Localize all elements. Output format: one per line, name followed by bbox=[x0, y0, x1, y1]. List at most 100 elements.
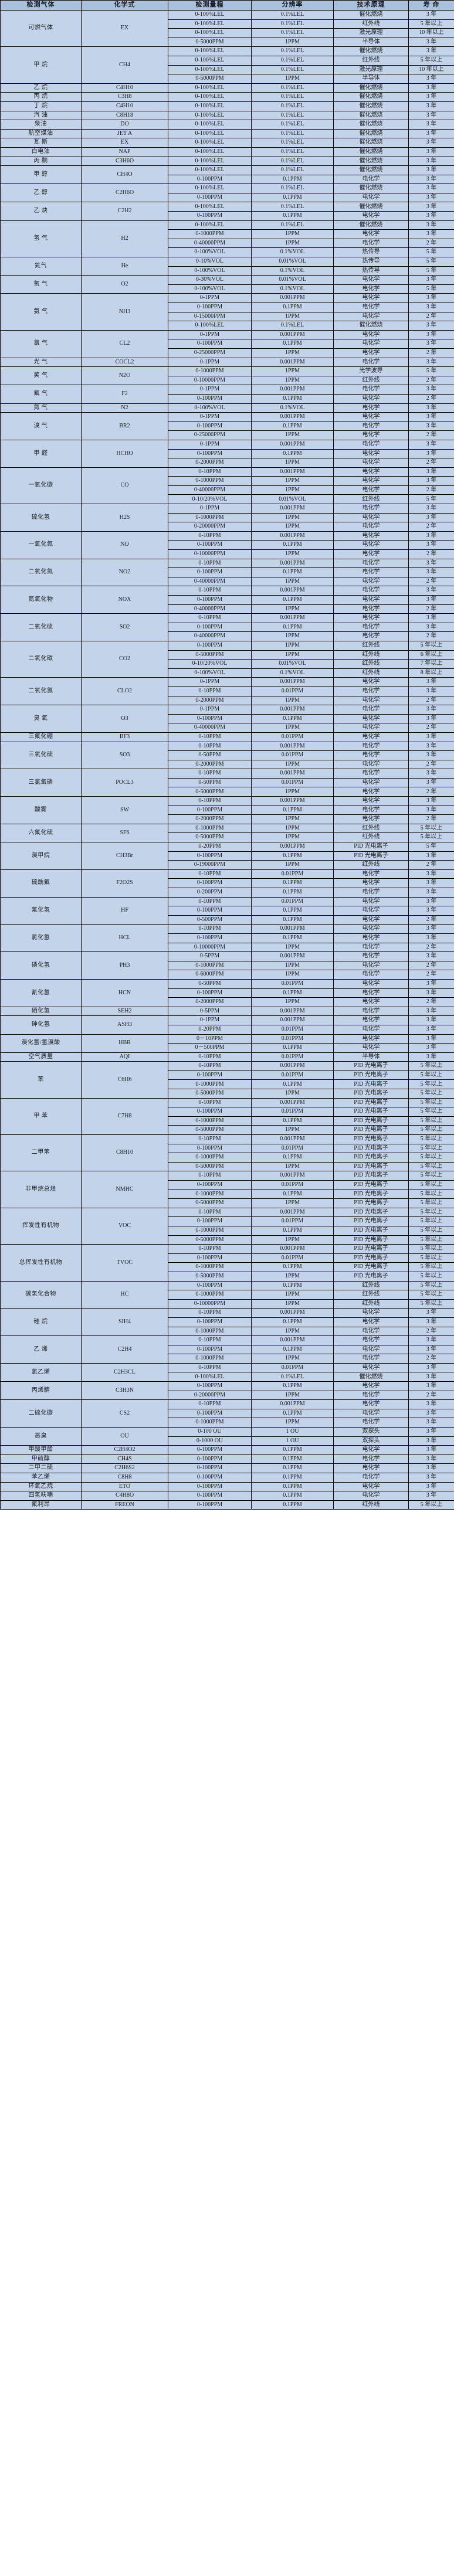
technology-cell: 电化学 bbox=[333, 329, 409, 340]
technology-cell: 电化学 bbox=[333, 1024, 409, 1035]
technology-cell: 红外线 bbox=[333, 659, 409, 669]
resolution-cell: 0.1%LEL bbox=[251, 46, 334, 56]
technology-cell: 电化学 bbox=[333, 192, 409, 203]
lifetime-cell: 2 年 bbox=[408, 458, 454, 468]
gas-name-cell: 丙 酮 bbox=[0, 156, 82, 166]
table-row: 0-500PPM 0.1PPM 电化学 2 年 bbox=[1, 915, 454, 925]
table-row: 0-20000PPM 1PPM 电化学 2 年 bbox=[1, 1390, 454, 1401]
lifetime-cell: 5 年以上 bbox=[408, 1189, 454, 1199]
lifetime-cell: 5 年以上 bbox=[408, 1171, 454, 1181]
table-row: 0-1000 OU 1 OU 双探头 3 年 bbox=[1, 1436, 454, 1446]
gas-name-cell: 碳氢化合物 bbox=[0, 1280, 82, 1309]
table-row: 0-1000PPM 0.1PPM PID 光电离子 5 年以上 bbox=[1, 1116, 454, 1126]
resolution-cell: 0.1PPM bbox=[251, 540, 334, 550]
detection-range-cell: 0-100PPM bbox=[168, 1280, 252, 1291]
lifetime-cell: 3 年 bbox=[408, 741, 454, 752]
gas-name-cell: 二氧化碳 bbox=[0, 640, 82, 678]
technology-cell: 电化学 bbox=[333, 814, 409, 824]
lifetime-cell: 5 年以上 bbox=[408, 1070, 454, 1080]
technology-cell: 电化学 bbox=[333, 393, 409, 404]
resolution-cell: 0.1%LEL bbox=[251, 156, 334, 166]
chemical-formula-cell: COCL2 bbox=[81, 357, 168, 368]
technology-cell: 红外线 bbox=[333, 55, 409, 66]
lifetime-cell: 3 年 bbox=[408, 120, 454, 130]
lifetime-cell: 3 年 bbox=[408, 906, 454, 916]
detection-range-cell: 0-100PPM bbox=[168, 448, 252, 459]
chemical-formula-cell: C8H8 bbox=[81, 1473, 168, 1483]
chemical-formula-cell: POCL3 bbox=[81, 769, 168, 797]
technology-cell: PID 光电离子 bbox=[333, 1061, 409, 1071]
detection-range-cell: 0-10000PPM bbox=[168, 942, 252, 953]
gas-name-cell: 六氟化硫 bbox=[0, 823, 82, 843]
table-row: 二硫化碳 CS2 0-10PPM 0.001PPM 电化学 3 年 bbox=[0, 1399, 454, 1428]
technology-cell: 电化学 bbox=[333, 1308, 409, 1318]
resolution-cell: 0.1PPM bbox=[251, 393, 334, 404]
table-row: 瓦 斯 EX 0-100%LEL 0.1%LEL 催化燃烧 3 年 bbox=[0, 138, 454, 148]
table-row: 二氧化硫 SO2 0-10PPM 0.001PPM 电化学 3 年 bbox=[0, 613, 454, 641]
technology-cell: 热传导 bbox=[333, 266, 409, 276]
gas-name-cell: 乙 烷 bbox=[0, 83, 82, 93]
table-row: 一氧化碳 CO 0-10PPM 0.001PPM 电化学 3 年 bbox=[0, 467, 454, 505]
detection-range-cell: 0-100PPM bbox=[168, 1317, 252, 1327]
detection-range-cell: 0-100PPM bbox=[168, 595, 252, 605]
chemical-formula-cell: N2 bbox=[81, 403, 168, 413]
gas-name-cell: 四氢呋喃 bbox=[0, 1491, 82, 1501]
resolution-cell: 0.01PPM bbox=[251, 978, 334, 989]
technology-cell: 红外线 bbox=[333, 494, 409, 505]
lifetime-cell: 5 年 bbox=[408, 284, 454, 294]
technology-cell: PID 光电离子 bbox=[333, 1079, 409, 1090]
resolution-cell: 0.001PPM bbox=[251, 1207, 334, 1218]
table-row: 0-1000PPM 1PPM 电化学 3 年 bbox=[1, 1418, 454, 1428]
detection-range-cell: 0-25000PPM bbox=[168, 430, 252, 440]
resolution-cell: 1PPM bbox=[251, 311, 334, 322]
chemical-formula-cell: EX bbox=[81, 9, 168, 47]
detection-range-cell: 0-10PPM bbox=[168, 1308, 252, 1318]
resolution-cell: 1PPM bbox=[251, 695, 334, 706]
gas-name-cell: 氟 气 bbox=[0, 385, 82, 404]
resolution-cell: 1PPM bbox=[251, 522, 334, 532]
chemical-formula-cell: H2S bbox=[81, 504, 168, 532]
detection-range-cell: 0-5000PPM bbox=[168, 1161, 252, 1172]
resolution-cell: 1PPM bbox=[251, 74, 334, 84]
detection-range-cell: 0-100%LEL bbox=[168, 19, 252, 29]
technology-cell: 电化学 bbox=[333, 723, 409, 733]
lifetime-cell: 5 年以上 bbox=[408, 1116, 454, 1126]
lifetime-cell: 3 年 bbox=[408, 101, 454, 111]
technology-cell: 电化学 bbox=[333, 1381, 409, 1391]
detection-range-cell: 0-20000PPM bbox=[168, 1390, 252, 1401]
technology-cell: 红外线 bbox=[333, 860, 409, 870]
table-row: 可燃气体 EX 0-100%LEL 0.1%LEL 催化燃烧 3 年 bbox=[0, 9, 454, 47]
technology-cell: 电化学 bbox=[333, 695, 409, 706]
lifetime-cell: 5 年 bbox=[408, 247, 454, 258]
resolution-cell: 0.1PPM bbox=[251, 1153, 334, 1163]
lifetime-cell: 5 年以上 bbox=[408, 1198, 454, 1208]
detection-range-cell: 0-100PPM bbox=[168, 933, 252, 943]
resolution-cell: 0.1%LEL bbox=[251, 128, 334, 139]
detection-range-cell: 0-100PPM bbox=[168, 1454, 252, 1464]
resolution-cell: 0.1PPM bbox=[251, 1280, 334, 1291]
technology-cell: 电化学 bbox=[333, 1390, 409, 1401]
detection-range-cell: 0-30%VOL bbox=[168, 275, 252, 285]
column-header-lifetime: 寿 命 bbox=[408, 0, 454, 11]
resolution-cell: 1PPM bbox=[251, 1235, 334, 1245]
detection-range-cell: 0-40000PPM bbox=[168, 723, 252, 733]
detection-range-cell: 0-100PPM bbox=[168, 878, 252, 888]
detection-range-cell: 0-10PPM bbox=[168, 769, 252, 779]
lifetime-cell: 3 年 bbox=[408, 933, 454, 943]
lifetime-cell: 2 年 bbox=[408, 1326, 454, 1337]
lifetime-cell: 3 年 bbox=[408, 1381, 454, 1391]
lifetime-cell: 3 年 bbox=[408, 183, 454, 193]
lifetime-cell: 3 年 bbox=[408, 421, 454, 431]
detection-range-cell: 0-100PPM bbox=[168, 1107, 252, 1117]
gas-name-cell: 氯化氢 bbox=[0, 924, 82, 953]
table-row: 0-25000PPM 1PPM 电化学 2 年 bbox=[1, 430, 454, 440]
resolution-cell: 0.1%LEL bbox=[251, 183, 334, 193]
lifetime-cell: 3 年 bbox=[408, 46, 454, 56]
detection-range-cell: 0-10PPM bbox=[168, 686, 252, 696]
detection-range-cell: 0-10000PPM bbox=[168, 549, 252, 559]
resolution-cell: 0.1PPM bbox=[251, 1043, 334, 1053]
table-row: 氟 气 F2 0-1PPM 0.001PPM 电化学 3 年 bbox=[0, 385, 454, 404]
table-row: 0-40000PPM 1PPM 电化学 2 年 bbox=[1, 238, 454, 249]
resolution-cell: 1PPM bbox=[251, 1299, 334, 1309]
resolution-cell: 0.1PPM bbox=[251, 1189, 334, 1199]
